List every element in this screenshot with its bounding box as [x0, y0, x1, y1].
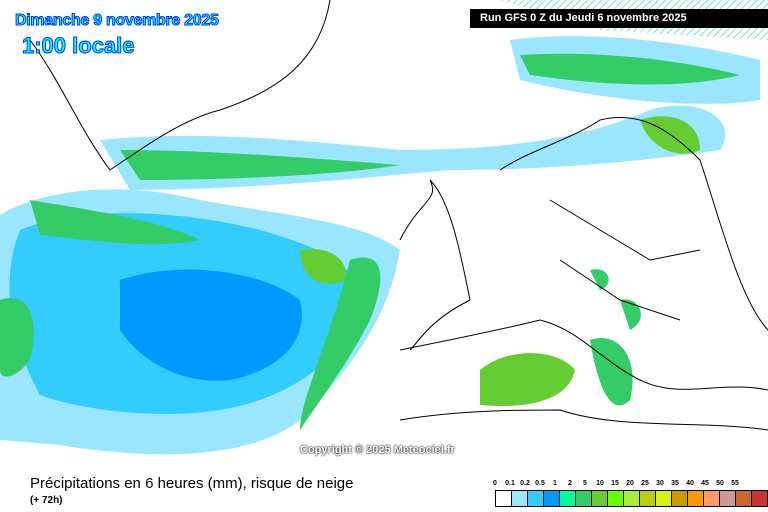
- precip-area-atlantic: [0, 189, 400, 455]
- precip-mediterranean: [480, 269, 641, 406]
- legend-swatch: [752, 491, 767, 506]
- map-canvas: [0, 0, 768, 455]
- legend-swatch: [608, 491, 624, 506]
- legend-label: 25: [641, 480, 649, 487]
- copyright: Copyright © 2025 Meteociel.fr: [300, 444, 455, 456]
- coastlines: [29, 0, 768, 431]
- legend-label: 50: [716, 480, 724, 487]
- legend-label: 10: [596, 480, 604, 487]
- forecast-time: 1:00 locale: [22, 33, 136, 59]
- run-info: Run GFS 0 Z du Jeudi 6 novembre 2025: [470, 9, 768, 28]
- legend-swatch: [560, 491, 576, 506]
- legend-swatch: [576, 491, 592, 506]
- legend-swatch: [736, 491, 752, 506]
- legend-swatch: [672, 491, 688, 506]
- legend-label: 0.5: [535, 480, 545, 487]
- legend-swatch: [656, 491, 672, 506]
- legend-label: 2: [568, 480, 572, 487]
- legend-label: 15: [611, 480, 619, 487]
- legend-label: 35: [671, 480, 679, 487]
- legend-swatch: [496, 491, 512, 506]
- map-title: Précipitations en 6 heures (mm), risque …: [30, 475, 354, 492]
- legend-label: 55: [731, 480, 739, 487]
- legend-label: 20: [626, 480, 634, 487]
- legend-swatch: [640, 491, 656, 506]
- forecast-offset: (+ 72h): [30, 495, 63, 506]
- color-legend: [495, 490, 768, 507]
- legend-label: 40: [686, 480, 694, 487]
- legend-swatch: [544, 491, 560, 506]
- legend-labels: 0 0.1 0.2 0.5 1 2 5 10 15 20 25 30 35 40 45 50 55: [488, 480, 758, 490]
- legend-label: 30: [656, 480, 664, 487]
- legend-swatch: [704, 491, 720, 506]
- legend-swatch: [720, 491, 736, 506]
- legend-swatch: [688, 491, 704, 506]
- legend-label: 45: [701, 480, 709, 487]
- forecast-date: Dimanche 9 novembre 2025: [15, 12, 220, 30]
- legend-swatch: [624, 491, 640, 506]
- legend-swatch: [528, 491, 544, 506]
- legend-swatch: [512, 491, 528, 506]
- legend-label: 5: [583, 480, 587, 487]
- precipitation-map: Dimanche 9 novembre 2025 1:00 locale Run…: [0, 0, 768, 456]
- legend-label: 1: [553, 480, 557, 487]
- legend-label: 0.1: [505, 480, 515, 487]
- legend-swatch: [592, 491, 608, 506]
- footer: Précipitations en 6 heures (mm), risque …: [0, 470, 768, 512]
- legend-label: 0.2: [520, 480, 530, 487]
- legend-label: 0: [493, 480, 497, 487]
